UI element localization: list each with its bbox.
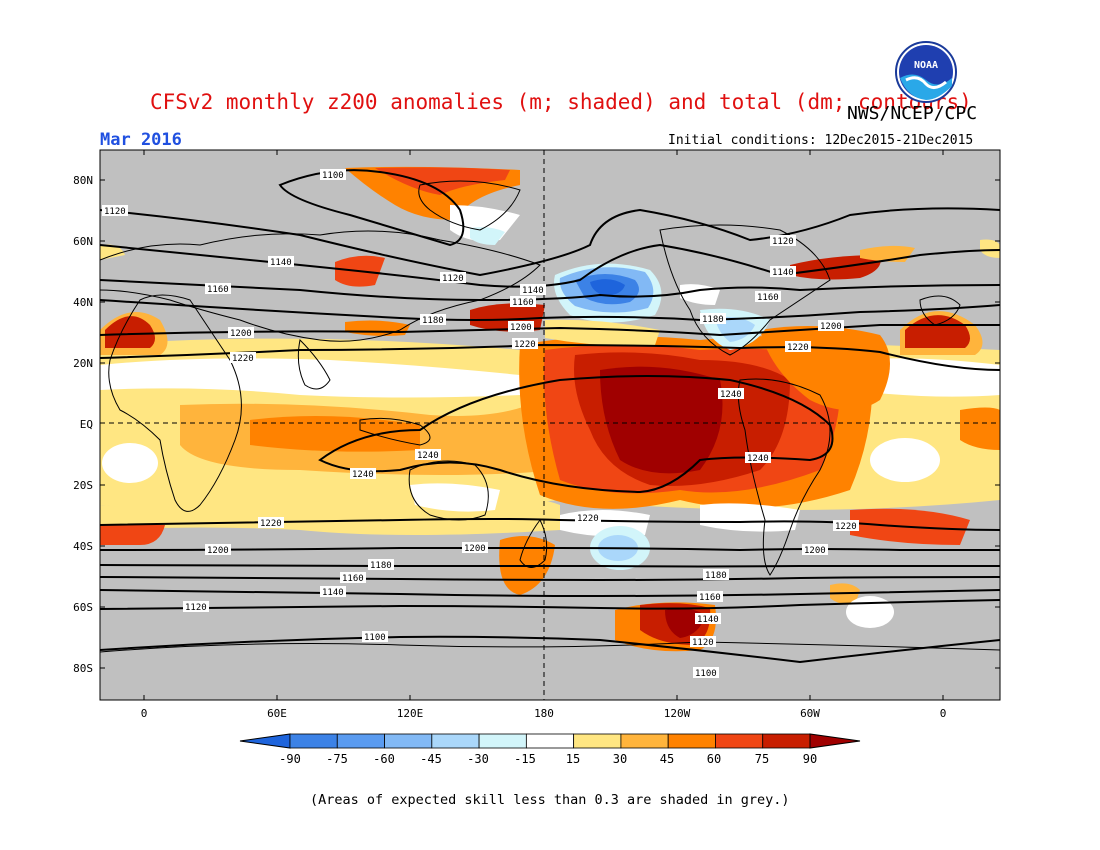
chart-title: CFSv2 monthly z200 anomalies (m; shaded)… (150, 90, 972, 114)
colorbar-left-arrow (239, 733, 291, 749)
colorbar-label: -90 (279, 752, 301, 766)
contour-label: 1100 (364, 633, 386, 643)
coastlines (100, 180, 1000, 653)
colorbar-label: 75 (755, 752, 769, 766)
colorbar-swatch (384, 733, 433, 749)
contour-label: 1220 (835, 522, 857, 532)
contour-label: 1160 (512, 298, 534, 308)
logo-text: NOAA (914, 60, 938, 71)
contour-label: 1240 (747, 454, 769, 464)
colorbar-swatch (431, 733, 480, 749)
lat-label: 60S (73, 601, 93, 614)
map-frame (99, 149, 1001, 701)
contour-label: 1200 (804, 546, 826, 556)
contour-label: 1200 (464, 544, 486, 554)
contour-label: 1140 (270, 258, 292, 268)
initial-conditions: Initial conditions: 12Dec2015-21Dec2015 (668, 133, 974, 148)
contour-label: 1200 (207, 546, 229, 556)
colorbar-label: -60 (373, 752, 395, 766)
contour-label: 1220 (514, 340, 536, 350)
contour-label: 1220 (577, 514, 599, 524)
lon-label: 180 (534, 707, 554, 720)
colorbar-label: 30 (613, 752, 627, 766)
contour-label: 1180 (370, 561, 392, 571)
height-contours (100, 169, 1000, 664)
lon-label: 60W (800, 707, 820, 720)
colorbar-swatch (667, 733, 716, 749)
lon-label: 120E (397, 707, 424, 720)
lat-label: 80N (73, 174, 93, 187)
colorbar-swatch (336, 733, 385, 749)
colorbar-right-arrow (809, 733, 861, 749)
longitude-axis: 0 60E 120E 180 120W 60W 0 (141, 707, 947, 720)
contour-label: 1160 (207, 285, 229, 295)
lat-label: 40N (73, 296, 93, 309)
contour-label: 1200 (230, 329, 252, 339)
contour-label: 1200 (510, 323, 532, 333)
contour-label: 1160 (342, 574, 364, 584)
lat-label: 20N (73, 357, 93, 370)
contour-label: 1220 (787, 343, 809, 353)
contour-label: 1140 (322, 588, 344, 598)
contour-label: 1140 (522, 286, 544, 296)
noaa-logo-icon: NOAA (895, 41, 957, 103)
contour-labels: 1100 1120 1140 1160 1200 1220 1120 1180 … (102, 169, 859, 679)
lon-label: 0 (940, 707, 947, 720)
colorbar-swatch (715, 733, 764, 749)
agency-label: NWS/NCEP/CPC (847, 103, 978, 124)
lon-label: 120W (664, 707, 691, 720)
contour-label: 1240 (417, 451, 439, 461)
colorbar-swatch (478, 733, 527, 749)
lat-label: EQ (80, 418, 93, 431)
contour-label: 1100 (695, 669, 717, 679)
contour-label: 1120 (772, 237, 794, 247)
contour-label: 1120 (442, 274, 464, 284)
colorbar-label: -15 (514, 752, 536, 766)
contour-label: 1180 (705, 571, 727, 581)
contour-label: 1140 (772, 268, 794, 278)
contour-label: 1100 (322, 171, 344, 181)
colorbar-label: -75 (326, 752, 348, 766)
lat-label: 20S (73, 479, 93, 492)
colorbar-swatch (289, 733, 338, 749)
contour-label: 1180 (422, 316, 444, 326)
lon-label: 0 (141, 707, 148, 720)
shaded-anomalies (100, 150, 1000, 700)
contour-label: 1120 (692, 638, 714, 648)
contour-label: 1240 (720, 390, 742, 400)
lat-label: 80S (73, 662, 93, 675)
contour-label: 1160 (699, 593, 721, 603)
colorbar-label: 90 (803, 752, 817, 766)
colorbar-swatch (762, 733, 811, 749)
contour-label: 1200 (820, 322, 842, 332)
colorbar: -90 -75 -60 -45 -30 -15 15 30 45 60 75 9… (239, 733, 861, 766)
colorbar-swatch (620, 733, 669, 749)
colorbar-label: -30 (467, 752, 489, 766)
skill-footnote: (Areas of expected skill less than 0.3 a… (310, 792, 790, 808)
contour-label: 1220 (232, 354, 254, 364)
latitude-axis: 80N 60N 40N 20N EQ 20S 40S 60S 80S (73, 174, 93, 675)
contour-label: 1160 (757, 293, 779, 303)
lat-label: 40S (73, 540, 93, 553)
contour-label: 1220 (260, 519, 282, 529)
colorbar-label: 15 (566, 752, 580, 766)
contour-label: 1240 (352, 470, 374, 480)
tick-marks (100, 150, 1000, 700)
colorbar-label: 60 (707, 752, 721, 766)
contour-label: 1120 (104, 207, 126, 217)
colorbar-swatch (525, 733, 575, 749)
contour-label: 1140 (697, 615, 719, 625)
contour-label: 1120 (185, 603, 207, 613)
lat-label: 60N (73, 235, 93, 248)
forecast-month: Mar 2016 (100, 130, 182, 150)
lon-label: 60E (267, 707, 287, 720)
colorbar-label: -45 (420, 752, 442, 766)
colorbar-swatch (573, 733, 622, 749)
contour-label: 1180 (702, 315, 724, 325)
colorbar-label: 45 (660, 752, 674, 766)
